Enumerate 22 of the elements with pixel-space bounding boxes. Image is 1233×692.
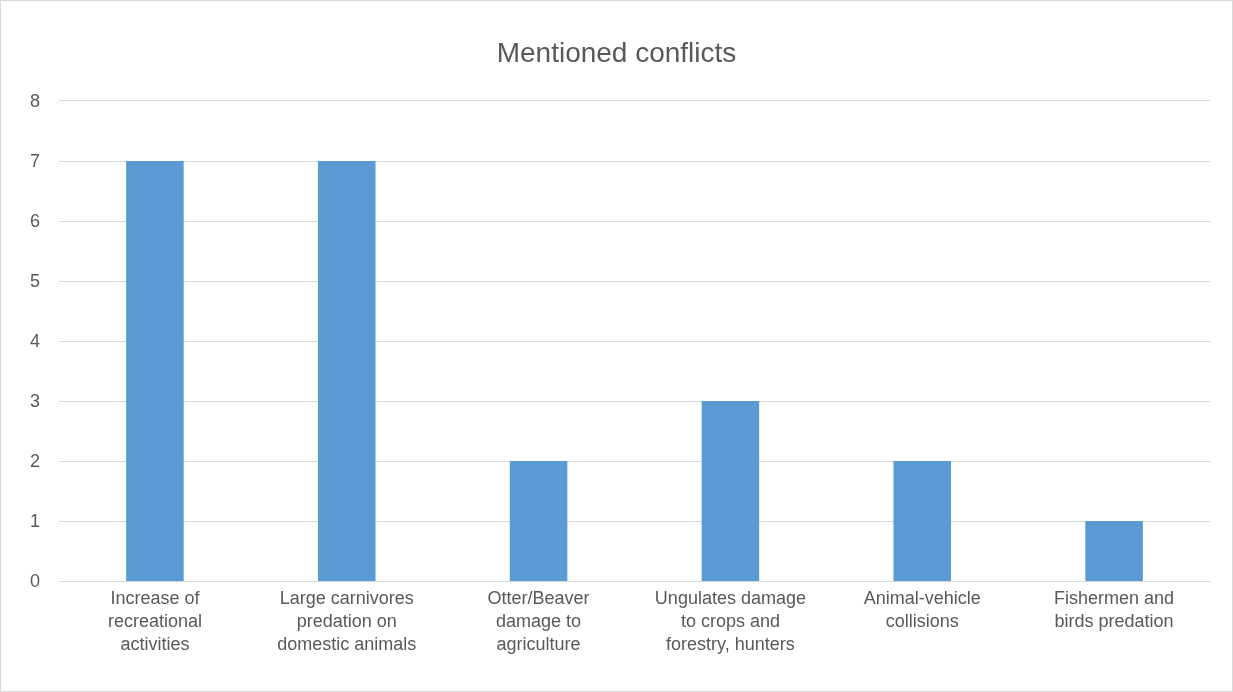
x-tick-label: Otter/Beaver damage to agriculture (487, 587, 590, 655)
x-tick-label: Ungulates damage to crops and forestry, hunters (654, 587, 806, 655)
bar (893, 461, 952, 581)
y-tick-label: 5 (29, 271, 40, 292)
y-tick-label: 1 (29, 511, 40, 532)
bar (701, 401, 760, 581)
bar (509, 461, 568, 581)
x-tick-label: Fishermen and birds predation (1054, 587, 1175, 631)
y-tick-label: 3 (29, 391, 40, 412)
y-tick-label: 2 (29, 451, 40, 472)
bar (126, 161, 184, 581)
y-tick-label: 8 (29, 91, 40, 112)
y-tick-label: 4 (29, 331, 40, 352)
x-tick-label: Large carnivores predation on domestic animals (277, 587, 417, 655)
x-tick-label: Increase of recreational activities (107, 587, 202, 655)
y-tick-label: 0 (29, 571, 40, 592)
bar (1085, 521, 1143, 581)
x-tick-label: Animal-vehicle collisions (863, 587, 981, 631)
bar (317, 161, 376, 581)
y-tick-label: 6 (29, 211, 40, 232)
y-tick-label: 7 (29, 151, 40, 172)
chart-title: Mentioned conflicts (496, 37, 737, 68)
